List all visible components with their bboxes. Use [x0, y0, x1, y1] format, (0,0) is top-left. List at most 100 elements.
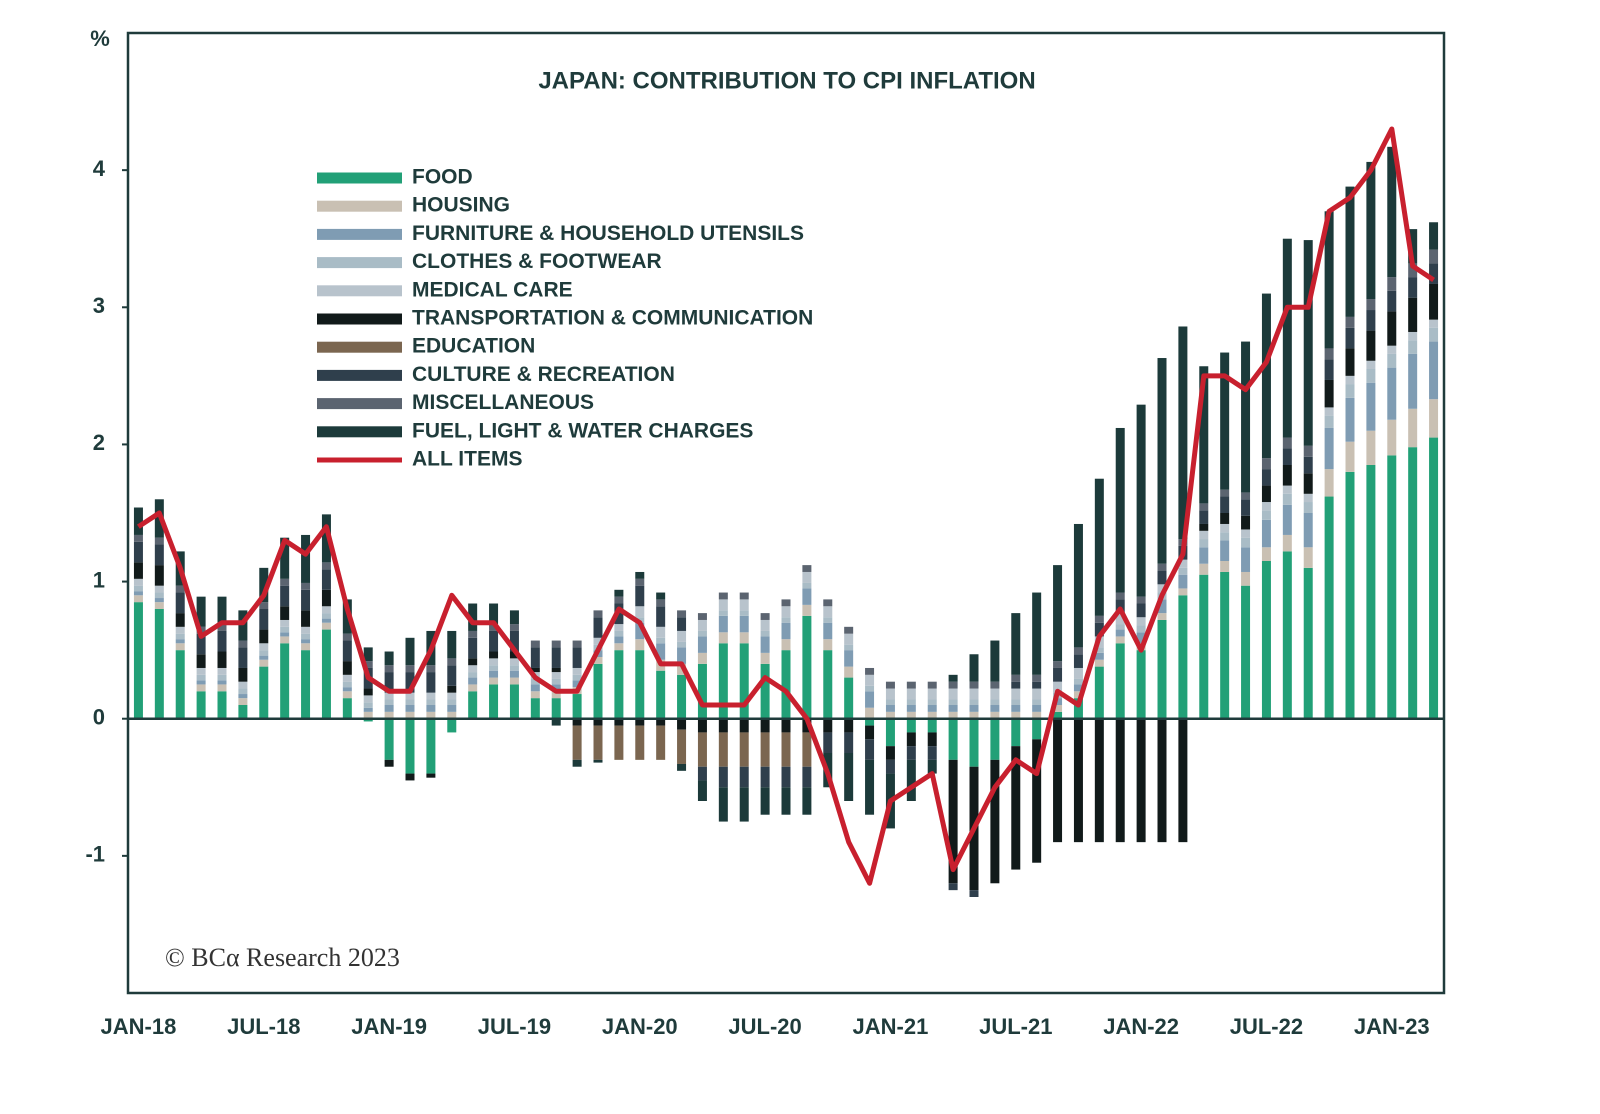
bar-segment [781, 718, 791, 733]
bar-segment [1199, 574, 1209, 719]
bar-segment [739, 592, 749, 600]
bar-segment [217, 630, 227, 652]
bar-segment [1429, 283, 1439, 320]
bar-segment [1282, 534, 1292, 552]
bar-segment [217, 674, 227, 681]
bar-segment [1032, 688, 1042, 700]
bar-segment [1199, 530, 1209, 540]
bar-segment [259, 650, 269, 656]
bar-segment [614, 596, 624, 604]
bar-segment [1199, 366, 1209, 504]
bar-segment [1324, 469, 1334, 497]
bar-segment [321, 514, 331, 563]
legend-swatch [317, 426, 402, 438]
bar-segment [990, 640, 1000, 682]
bar-segment [614, 636, 624, 644]
legend-label: ALL ITEMS [412, 448, 522, 471]
bar-segment [718, 732, 728, 767]
bar-segment [154, 585, 164, 593]
bar-segment [1220, 496, 1230, 513]
bar-segment [1324, 496, 1334, 719]
x-tick-label: JUL-22 [1230, 1014, 1303, 1039]
bar-segment [1157, 570, 1167, 585]
bar-segment [301, 643, 311, 651]
bar-segment [718, 787, 728, 822]
bar-segment [1073, 691, 1083, 699]
bar-segment [1261, 561, 1271, 719]
bar-segment [384, 692, 394, 700]
bar-segment [697, 613, 707, 620]
bar-segment [593, 657, 603, 664]
bar-segment [447, 685, 457, 693]
bar-segment [217, 667, 227, 675]
bar-segment [969, 699, 979, 705]
bar-segment [321, 569, 331, 590]
x-tick-label: JUL-21 [979, 1014, 1052, 1039]
bar-segment [1303, 493, 1313, 503]
bar-segment [321, 618, 331, 623]
bar-segment [906, 688, 916, 700]
bar-segment [677, 718, 687, 730]
bar-segment [718, 643, 728, 719]
bar-segment [823, 718, 833, 733]
bar-segment [217, 624, 227, 631]
bars [133, 146, 1439, 897]
bar-segment [551, 698, 561, 719]
bar-segment [301, 650, 311, 719]
bar-segment [280, 606, 290, 620]
bar-segment [217, 684, 227, 692]
bar-segment [948, 883, 958, 891]
bar-segment [656, 592, 666, 600]
bar-segment [196, 633, 206, 655]
bar-segment [509, 610, 519, 625]
bar-segment [969, 890, 979, 897]
bar-segment [1115, 643, 1125, 719]
bar-segment [697, 766, 707, 781]
bar-segment [1261, 502, 1271, 511]
bar-segment [885, 759, 895, 774]
bar-segment [656, 718, 666, 726]
bar-segment [865, 725, 875, 740]
bar-segment [1094, 615, 1104, 623]
bar-segment [175, 626, 185, 634]
bar-segment [1178, 326, 1188, 540]
bar-segment [718, 610, 728, 616]
bar-segment [760, 787, 770, 815]
bar-segment [1261, 547, 1271, 561]
legend-label: CLOTHES & FOOTWEAR [412, 250, 662, 273]
bar-segment [572, 725, 582, 760]
bar-segment [217, 596, 227, 625]
bar-segment [697, 663, 707, 719]
bar-segment [885, 699, 895, 705]
bar-segment [447, 718, 457, 733]
bar-segment [760, 619, 770, 631]
bar-segment [1053, 661, 1063, 668]
bar-segment [885, 705, 895, 712]
bar-segment [927, 759, 937, 774]
legend-label: HOUSING [412, 194, 510, 217]
bar-segment [593, 663, 603, 719]
bar-segment [823, 599, 833, 607]
bar-segment [635, 718, 645, 726]
bar-segment [426, 711, 436, 719]
bar-segment [1408, 331, 1418, 341]
bar-segment [1032, 739, 1042, 863]
bar-segment [468, 637, 478, 659]
bar-segment [238, 705, 248, 719]
bar-segment [551, 667, 561, 673]
bar-segment [280, 643, 290, 719]
bar-segment [1199, 547, 1209, 564]
bar-segment [739, 643, 749, 719]
bar-segment [1366, 330, 1376, 361]
bar-segment [593, 637, 603, 645]
bar-segment [405, 705, 415, 712]
bar-segment [948, 688, 958, 700]
legend-label: TRANSPORTATION & COMMUNICATION [412, 307, 813, 330]
bar-segment [948, 711, 958, 719]
bar-segment [969, 681, 979, 689]
bar-segment [363, 695, 373, 703]
legend-swatch [317, 228, 402, 240]
bar-segment [489, 658, 499, 666]
bar-segment [196, 667, 206, 675]
bar-segment [509, 658, 519, 666]
